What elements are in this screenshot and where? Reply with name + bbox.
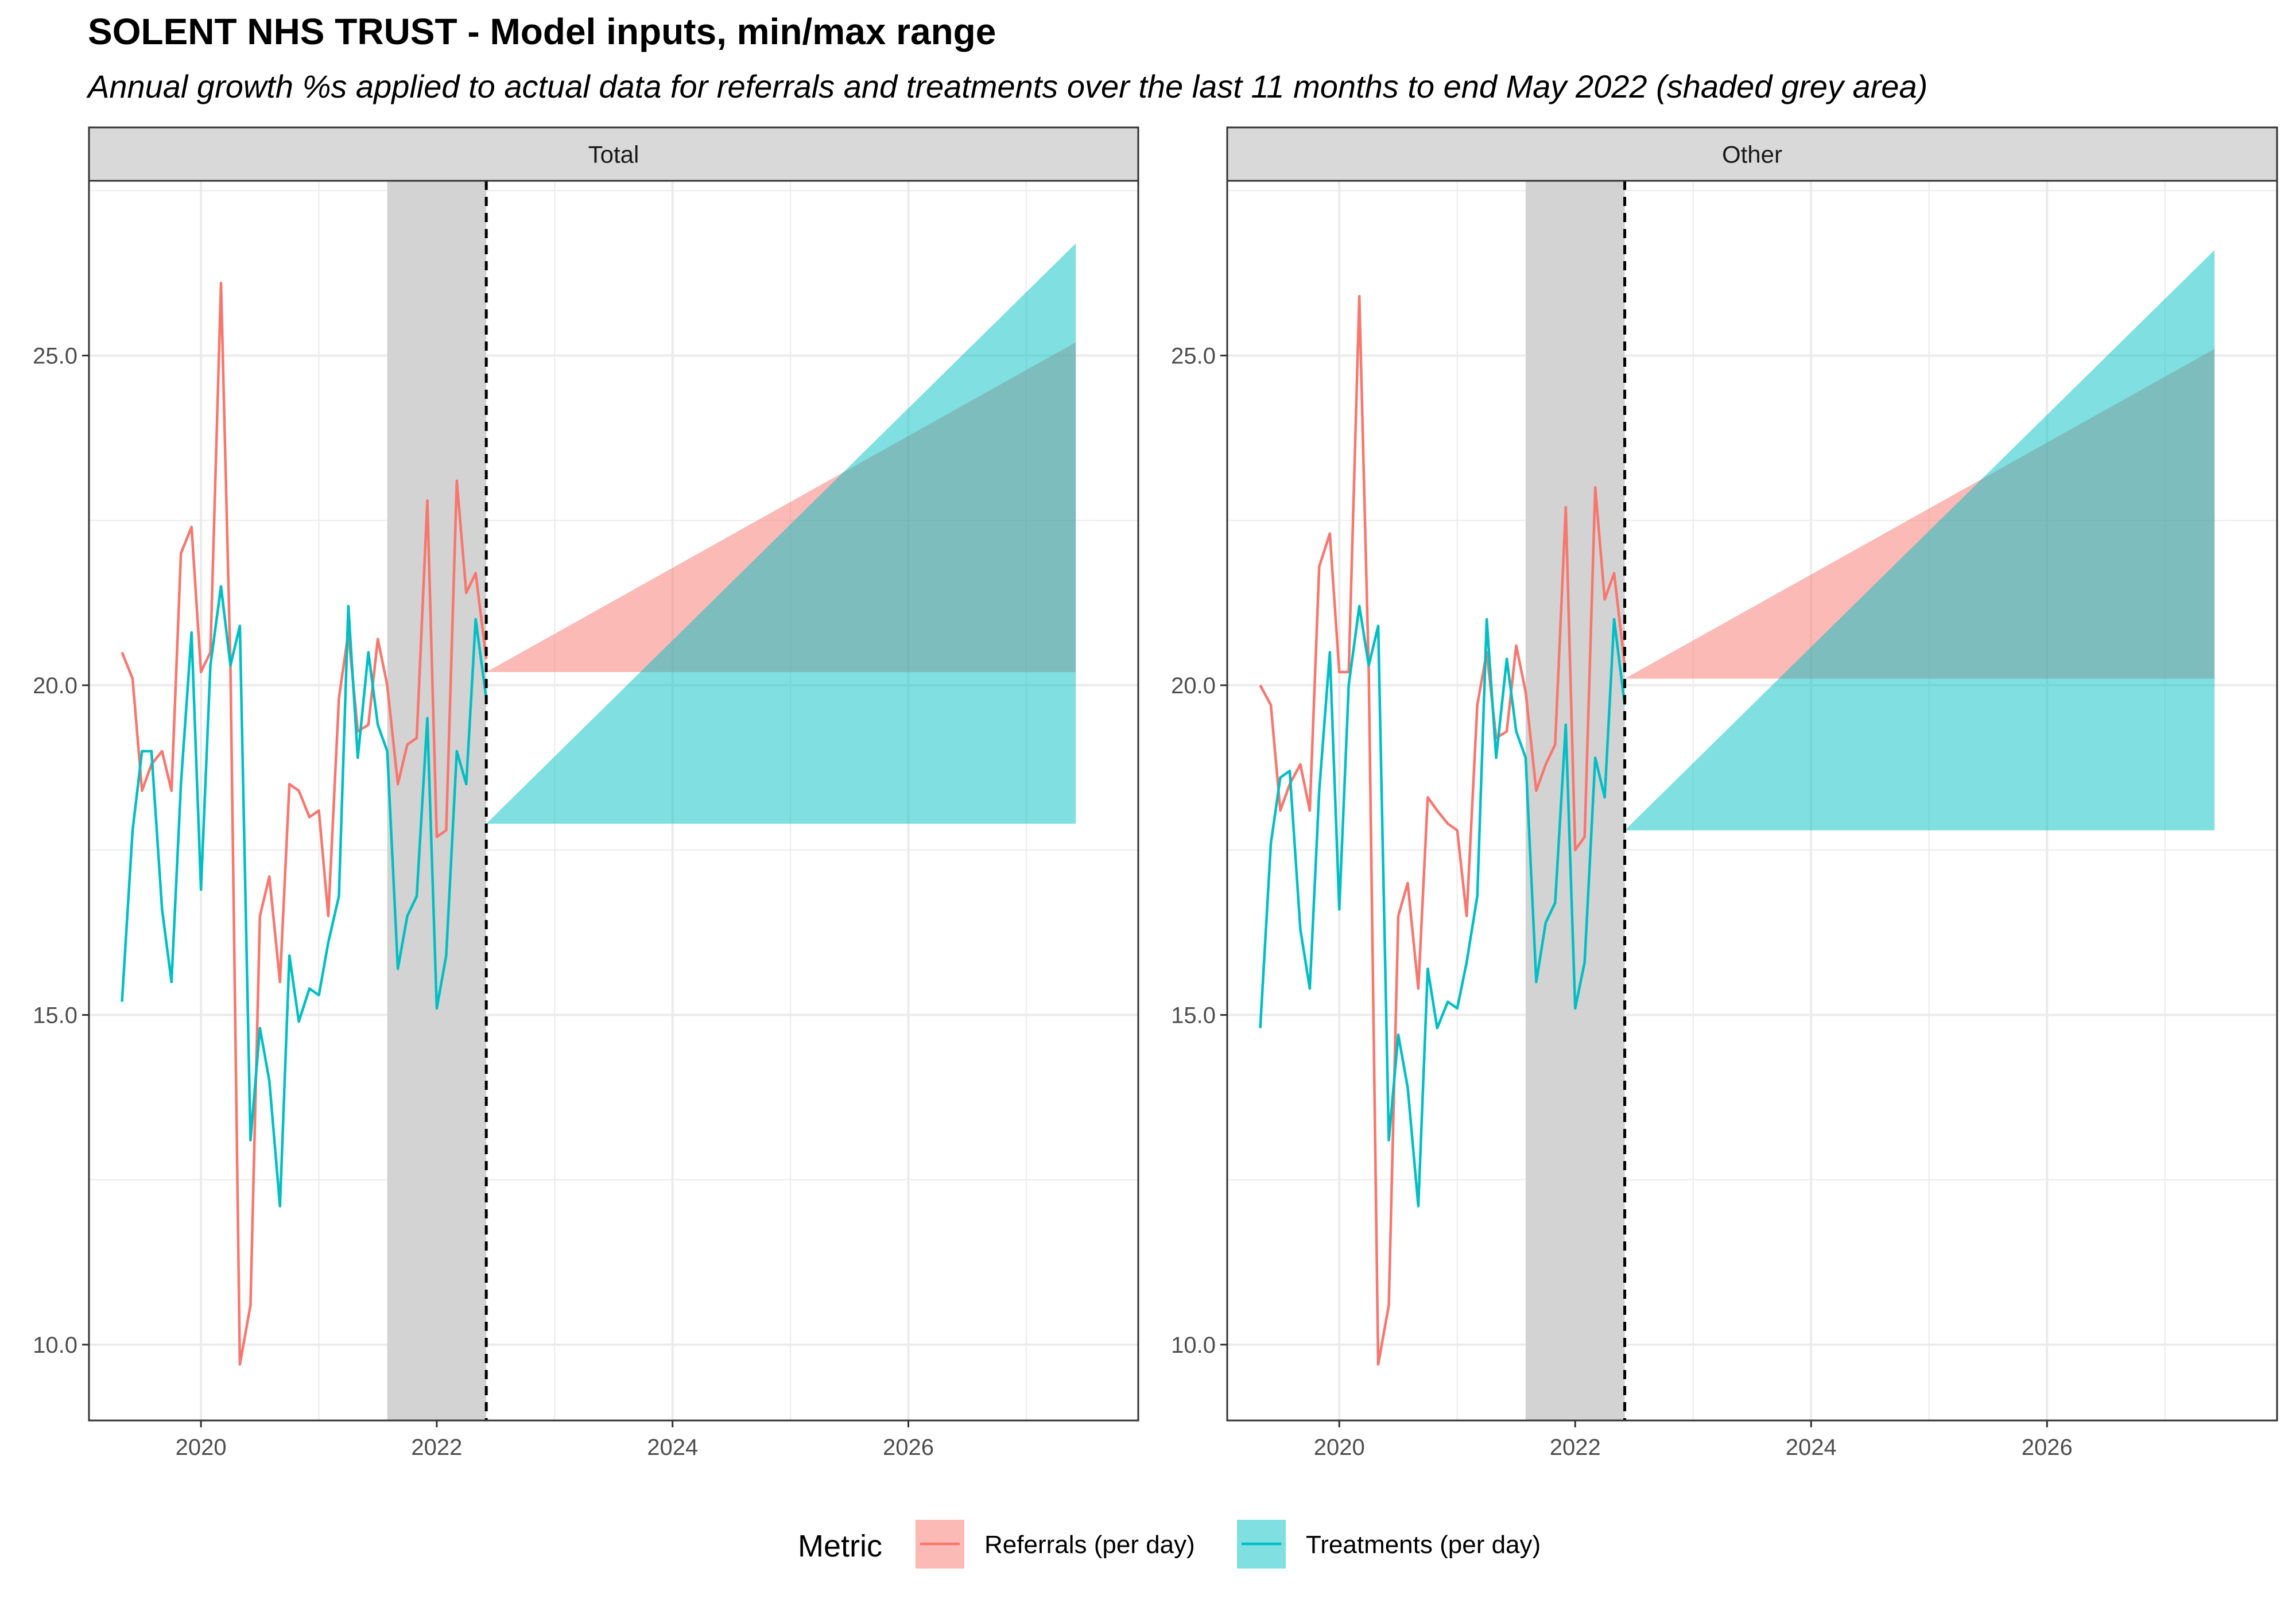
x-tick-label: 2020 (1314, 1435, 1365, 1460)
panel-strip-label: Total (588, 141, 639, 168)
x-tick-label: 2020 (176, 1435, 227, 1460)
range-treatments (1624, 250, 2215, 830)
panel-strip-label: Other (1722, 141, 1782, 168)
x-tick-label: 2026 (883, 1435, 934, 1460)
y-tick-label: 15.0 (1171, 1003, 1216, 1028)
legend-label: Treatments (per day) (1306, 1531, 1541, 1559)
x-tick-label: 2022 (411, 1435, 462, 1460)
y-tick-label: 25.0 (33, 343, 77, 368)
line-referrals (121, 281, 488, 1366)
range-treatments (486, 243, 1076, 824)
y-tick-label: 15.0 (33, 1003, 77, 1028)
x-tick-label: 2024 (647, 1435, 698, 1460)
y-tick-label: 10.0 (1171, 1333, 1216, 1358)
chart-subtitle: Annual growth %s applied to actual data … (88, 68, 1928, 104)
line-referrals (1259, 294, 1626, 1366)
y-tick-label: 20.0 (33, 673, 77, 698)
x-tick-label: 2026 (2022, 1435, 2073, 1460)
panel-strip (88, 126, 1139, 182)
legend: Metric Referrals (per day) Treatments (per… (798, 1520, 1541, 1569)
y-tick-label: 25.0 (1171, 343, 1216, 368)
x-tick-label: 2024 (1786, 1435, 1837, 1460)
x-tick-label: 2022 (1550, 1435, 1601, 1460)
panel-other: Other 10.0 15.0 20.0 25.0 2020 2022 2024 2026 (1171, 126, 2278, 1460)
panel-total: Total 10.0 15.0 20.0 25.0 2020 2022 2024 2026 (33, 126, 1139, 1460)
line-treatments (1259, 604, 1626, 1208)
y-tick-label: 20.0 (1171, 673, 1216, 698)
legend-title: Metric (798, 1529, 882, 1563)
legend-label: Referrals (per day) (984, 1531, 1195, 1559)
y-tick-label: 10.0 (33, 1333, 77, 1358)
shaded-period (1525, 181, 1625, 1420)
chart-title: SOLENT NHS TRUST - Model inputs, min/max… (88, 11, 996, 52)
line-treatments (121, 585, 488, 1208)
panel-strip (1226, 126, 2278, 182)
